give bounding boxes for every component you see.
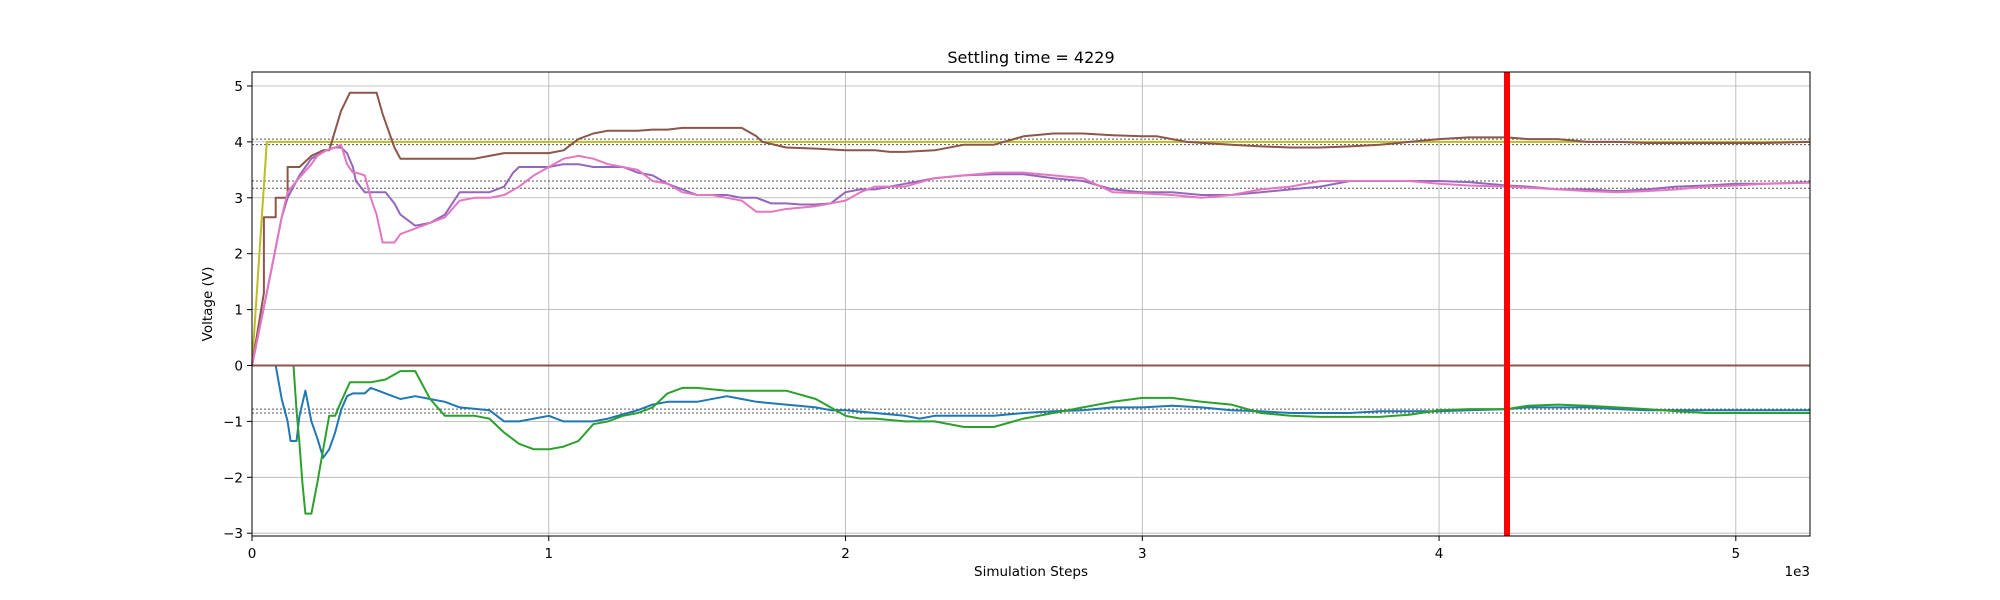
- x-tick-label: 1: [544, 546, 553, 562]
- series-line: [251, 143, 1811, 366]
- y-tick-label: 1: [234, 303, 243, 319]
- x-tick-label: 4: [1435, 546, 1444, 562]
- series-line: [252, 364, 1810, 515]
- x-tick-label: 5: [1732, 546, 1741, 562]
- y-axis-ticks: −3 −2 −1 0 1 2 3 4 5: [223, 79, 252, 542]
- y-tick-label: 3: [234, 191, 243, 207]
- chart-title: Settling time = 4229: [947, 48, 1114, 67]
- x-tick-label: 0: [248, 546, 257, 562]
- y-axis-label: Voltage (V): [200, 267, 216, 342]
- y-tick-label: 2: [234, 247, 243, 263]
- y-tick-label: 4: [234, 135, 243, 151]
- series-lines: [251, 91, 1811, 515]
- y-tick-label: 5: [234, 79, 243, 95]
- x-axis-ticks: 0 1 2 3 4 5: [248, 536, 1740, 562]
- series-line: [251, 91, 1811, 366]
- series-line: [251, 140, 1810, 366]
- plot-frame: [251, 71, 1811, 537]
- x-axis-multiplier: 1e3: [1785, 564, 1810, 580]
- x-tick-label: 2: [841, 546, 850, 562]
- x-tick-label: 3: [1138, 546, 1147, 562]
- series-line: [252, 364, 1810, 459]
- y-tick-label: −3: [223, 526, 243, 542]
- x-axis-label: Simulation Steps: [974, 564, 1088, 580]
- y-tick-label: −2: [223, 470, 243, 486]
- y-tick-label: 0: [234, 358, 243, 374]
- y-tick-label: −1: [223, 414, 243, 430]
